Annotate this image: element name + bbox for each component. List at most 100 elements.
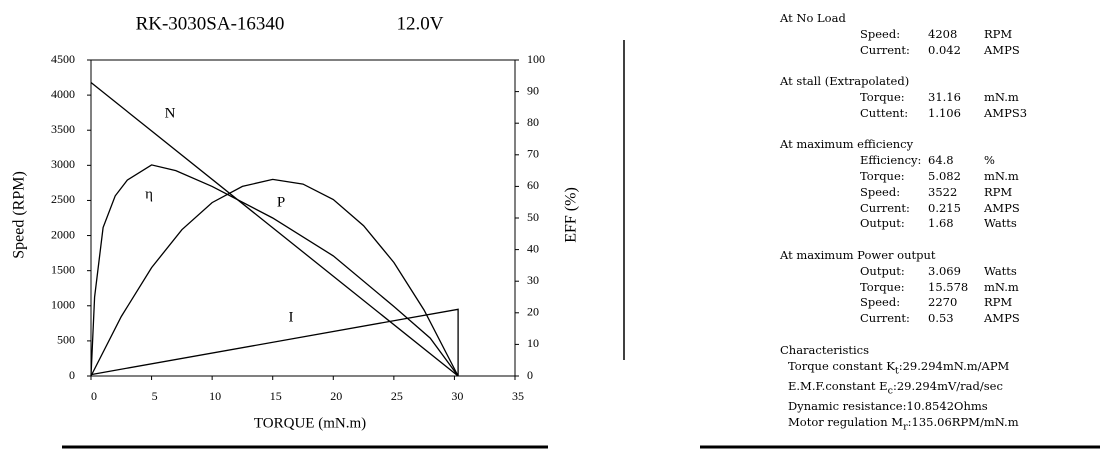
spec-section: At maximum efficiency Efficiency: 64.8% Tor… — [780, 137, 1027, 232]
curve-label: N — [165, 105, 176, 121]
spec-value: 135.06 — [911, 414, 952, 429]
section-heading: At maximum Power output — [780, 247, 936, 262]
spec-row: Torque: 15.578 mN.m — [780, 280, 1027, 296]
spec-unit: Watts — [984, 216, 1017, 231]
section-heading: At maximum efficiency — [780, 137, 914, 152]
spec-row: Torque constant Kt:29.294mN.m/APM — [780, 359, 1027, 379]
spec-label: Dynamic resistance: — [788, 399, 906, 413]
y-tick-label: 500 — [57, 333, 75, 347]
x-tick-label: 30 — [451, 389, 463, 403]
x-tick-label: 10 — [209, 389, 221, 403]
chart-subtitle: 12.0V — [397, 13, 444, 34]
spec-value: 0.042 — [928, 42, 961, 57]
spec-label: Efficiency: — [860, 153, 922, 168]
spec-unit: AMPS — [984, 311, 1020, 326]
spec-value: 4208 — [928, 26, 958, 41]
spec-label: Torque constant Kt: — [788, 358, 903, 376]
y2-tick-label: 20 — [527, 305, 539, 319]
spec-label: E.M.F.constant Ec: — [788, 379, 897, 396]
spec-unit: AMPS — [984, 200, 1020, 215]
spec-row: Motor regulation Mr:135.06RPM/mN.m — [780, 415, 1027, 435]
series-line — [90, 164, 459, 377]
spec-row: Cuttent: 1.106 AMPS3 — [780, 106, 1027, 122]
y2-tick-label: 50 — [527, 210, 539, 224]
spec-value: 1.68 — [928, 216, 954, 231]
curve-label: η — [145, 186, 153, 202]
spec-row: Current: 0.215 AMPS — [780, 201, 1027, 217]
spec-label: Current: — [860, 200, 910, 215]
curve-label: P — [277, 194, 285, 210]
y-axis-label: Speed (RPM) — [11, 171, 28, 259]
spec-value: 3522 — [928, 184, 958, 199]
y2-tick-label: 0 — [527, 368, 533, 382]
spec-label-colon: : — [907, 414, 912, 429]
spec-value: 0.53 — [928, 311, 954, 326]
spec-value: 64.8 — [928, 153, 954, 168]
spec-section: At maximum Power output Output: 3.069 Watts… — [780, 248, 1027, 327]
spec-section: At No Load Speed: 4208 RPM Current: 0.042 AMPS — [780, 11, 1027, 58]
x-tick-label: 15 — [270, 389, 282, 403]
y2-tick-label: 100 — [527, 52, 545, 66]
section-heading: At stall (Extrapolated) — [780, 74, 910, 89]
x-tick-label: 0 — [91, 389, 97, 403]
spec-value: 29.294 — [902, 358, 943, 373]
spec-unit: % — [984, 153, 995, 168]
spec-value: 3.069 — [928, 263, 961, 278]
spec-row: Dynamic resistance:10.8542Ohms — [780, 399, 1027, 415]
spec-unit: Ohms — [954, 398, 988, 413]
spec-value: 2270 — [928, 295, 958, 310]
x-tick-label: 35 — [512, 389, 524, 403]
spec-unit: mN.m/APM — [942, 358, 1010, 373]
spec-label-colon: : — [898, 358, 903, 373]
series-line — [90, 308, 459, 376]
spec-unit: Watts — [984, 263, 1017, 278]
spec-unit: mN.m — [984, 89, 1019, 104]
y-tick-label: 1000 — [51, 298, 75, 312]
spec-section: At stall (Extrapolated) Torque: 31.16 mN.m C… — [780, 74, 1027, 121]
spec-value: 31.16 — [928, 89, 961, 104]
spec-row: Output: 1.68 Watts — [780, 216, 1027, 232]
series-line — [90, 178, 459, 377]
spec-unit: RPM — [984, 295, 1013, 310]
spec-label-text: Torque constant K — [788, 358, 895, 373]
spec-row: Torque: 31.16 mN.m — [780, 90, 1027, 106]
y-tick-label: 3500 — [51, 122, 75, 136]
spec-label: Speed: — [860, 295, 901, 310]
y-tick-label: 3000 — [51, 157, 75, 171]
y2-tick-label: 90 — [527, 83, 539, 97]
y2-tick-label: 40 — [527, 241, 539, 255]
x-axis-label: TORQUE (mN.m) — [254, 415, 366, 431]
spec-label: Speed: — [860, 26, 901, 41]
spec-label-text: Motor regulation M — [788, 414, 904, 429]
spec-label: Torque: — [860, 279, 905, 294]
spec-unit: RPM — [984, 26, 1013, 41]
spec-unit: RPM — [984, 184, 1013, 199]
spec-value: 1.106 — [928, 105, 961, 120]
spec-row: Current: 0.53 AMPS — [780, 311, 1027, 327]
spec-label: Output: — [860, 216, 905, 231]
spec-label: Current: — [860, 311, 910, 326]
y-tick-label: 1500 — [51, 262, 75, 276]
spec-value: 15.578 — [928, 279, 969, 294]
x-tick-label: 25 — [391, 389, 403, 403]
chart-title: RK-3030SA-16340 — [136, 13, 285, 34]
spec-label-sub: c — [887, 384, 893, 396]
y2-tick-label: 70 — [527, 147, 539, 161]
spec-label: Torque: — [860, 168, 905, 183]
y2-tick-label: 10 — [527, 336, 539, 350]
spec-row: Efficiency: 64.8% — [780, 153, 1027, 169]
spec-row: Current: 0.042 AMPS — [780, 43, 1027, 59]
y2-tick-label: 80 — [527, 115, 539, 129]
spec-unit: mV/rad/sec — [937, 378, 1003, 393]
spec-unit: AMPS — [984, 42, 1020, 57]
spec-row: Output: 3.069 Watts — [780, 264, 1027, 280]
spec-row: Torque: 5.082 mN.m — [780, 169, 1027, 185]
spec-label: Output: — [860, 263, 905, 278]
spec-row: Speed: 4208 RPM — [780, 27, 1027, 43]
spec-label: Speed: — [860, 184, 901, 199]
spec-label-sub: r — [903, 420, 908, 432]
y-tick-label: 4000 — [51, 87, 75, 101]
curve-label: I — [289, 309, 294, 325]
spec-panel: At No Load Speed: 4208 RPM Current: 0.042 AMPS… — [780, 11, 1027, 450]
